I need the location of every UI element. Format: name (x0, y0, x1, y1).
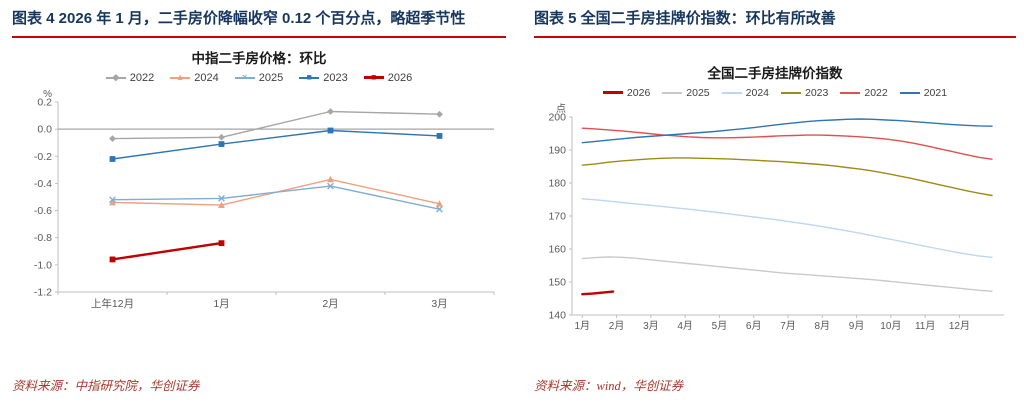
svg-text:1月: 1月 (575, 320, 591, 332)
legend-item-2022: 2022 (840, 86, 888, 99)
svg-text:4月: 4月 (677, 320, 693, 332)
svg-text:3月: 3月 (643, 320, 659, 332)
svg-text:0.2: 0.2 (37, 96, 52, 108)
right-chart-plot: 1月 2月 3月 4月 5月 6月 7月 8月 9月 10月 11月 12月 140 150 160 170 1… (548, 103, 1004, 332)
svg-text:-0.6: -0.6 (34, 205, 52, 217)
svg-text:160: 160 (548, 243, 566, 255)
right-chart-legend: 2026 2025 2024 2023 2022 2021 (534, 87, 1016, 99)
legend-item-2026: 2026 (602, 86, 651, 99)
left-chart-legend: ◆ 2022 ▲ 2024 × 2025 ■ 2023 ■ 2026 (12, 72, 506, 84)
legend-item-2025: 2025 (662, 86, 710, 99)
legend-item-2023: ■ 2023 (299, 71, 348, 84)
svg-text:1月: 1月 (213, 298, 229, 310)
legend-label: 2025 (686, 86, 710, 99)
legend-item-2026: ■ 2026 (363, 71, 413, 84)
legend-label: 2026 (387, 71, 413, 84)
svg-text:140: 140 (548, 309, 566, 321)
svg-text:2月: 2月 (609, 320, 625, 332)
legend-line-marker-icon: ■ (299, 72, 320, 83)
svg-text:点: 点 (556, 103, 566, 115)
legend-line-marker-icon (899, 87, 920, 98)
legend-label: 2026 (626, 86, 651, 99)
legend-label: 2023 (805, 86, 829, 99)
svg-text:10月: 10月 (880, 320, 901, 332)
left-chart-title: 中指二手房价格：环比 (191, 50, 327, 66)
legend-line-marker-icon (721, 87, 742, 98)
svg-text:7月: 7月 (780, 320, 796, 332)
legend-item-2024: ▲ 2024 (170, 71, 219, 84)
svg-text:-1.0: -1.0 (34, 259, 52, 271)
figure-4-caption: 图表 4 2026 年 1 月，二手房价降幅收窄 0.12 个百分点，略超季节性 (12, 10, 466, 27)
figure-5-caption: 图表 5 全国二手房挂牌价指数：环比有所改善 (534, 10, 836, 27)
legend-label: 2024 (745, 86, 769, 99)
svg-text:170: 170 (548, 210, 566, 222)
svg-text:11月: 11月 (915, 320, 935, 332)
legend-line-marker-icon (840, 87, 861, 98)
svg-text:12月: 12月 (949, 320, 970, 332)
svg-text:%: % (43, 89, 52, 100)
legend-label: 2022 (129, 71, 155, 84)
legend-label: 2021 (923, 86, 948, 99)
legend-label: 2024 (194, 71, 219, 84)
legend-line-marker-icon (602, 87, 623, 98)
legend-line-marker-icon: ■ (363, 72, 384, 83)
svg-text:8月: 8月 (815, 320, 831, 332)
svg-text:180: 180 (548, 177, 566, 189)
svg-text:190: 190 (548, 144, 566, 156)
figure-4-source: 资料来源：中指研究院，华创证券 (12, 379, 200, 393)
svg-text:上年12月: 上年12月 (91, 297, 134, 310)
svg-text:-0.8: -0.8 (34, 232, 52, 244)
figure-4-title-rule (12, 35, 506, 38)
svg-text:200: 200 (548, 111, 566, 123)
legend-line-marker-icon: × (234, 72, 255, 83)
legend-line-marker-icon: ▲ (170, 72, 191, 83)
right-chart-title: 全国二手房挂牌价指数 (707, 65, 843, 81)
legend-item-2021: 2021 (899, 86, 948, 99)
legend-line-marker-icon (781, 87, 801, 98)
svg-text:9月: 9月 (849, 320, 865, 332)
legend-item-2023: 2023 (781, 87, 828, 99)
left-chart-plot: 上年12月 1月 2月 3月 0.2 0.0 -0.2 -0.4 -0.6 -0.8 -1.0 -1.… (34, 89, 495, 310)
svg-text:-0.2: -0.2 (34, 150, 52, 162)
legend-item-2024: 2024 (721, 86, 769, 99)
svg-text:-1.2: -1.2 (34, 286, 52, 298)
svg-text:0.0: 0.0 (37, 123, 52, 135)
legend-line-marker-icon: ◆ (105, 72, 126, 83)
legend-label: 2025 (258, 71, 284, 84)
svg-text:3月: 3月 (431, 298, 447, 310)
svg-text:-0.4: -0.4 (34, 177, 52, 189)
legend-label: 2022 (864, 86, 888, 99)
figure-5-source: 资料来源：wind，华创证券 (534, 379, 684, 393)
svg-text:6月: 6月 (746, 320, 762, 332)
figure-5-panel: 图表 5 全国二手房挂牌价指数：环比有所改善 全国二手房挂牌价指数 2026 20… (534, 8, 1016, 398)
figure-4-panel: 图表 4 2026 年 1 月，二手房价降幅收窄 0.12 个百分点，略超季节性… (12, 8, 506, 398)
svg-text:5月: 5月 (712, 320, 728, 332)
legend-label: 2023 (323, 71, 348, 84)
legend-item-2025: × 2025 (234, 71, 284, 84)
figure-5-title-rule (534, 35, 1016, 38)
svg-text:2月: 2月 (322, 298, 338, 310)
legend-item-2022: ◆ 2022 (105, 71, 155, 84)
svg-text:150: 150 (548, 276, 566, 288)
legend-line-marker-icon (662, 87, 683, 98)
